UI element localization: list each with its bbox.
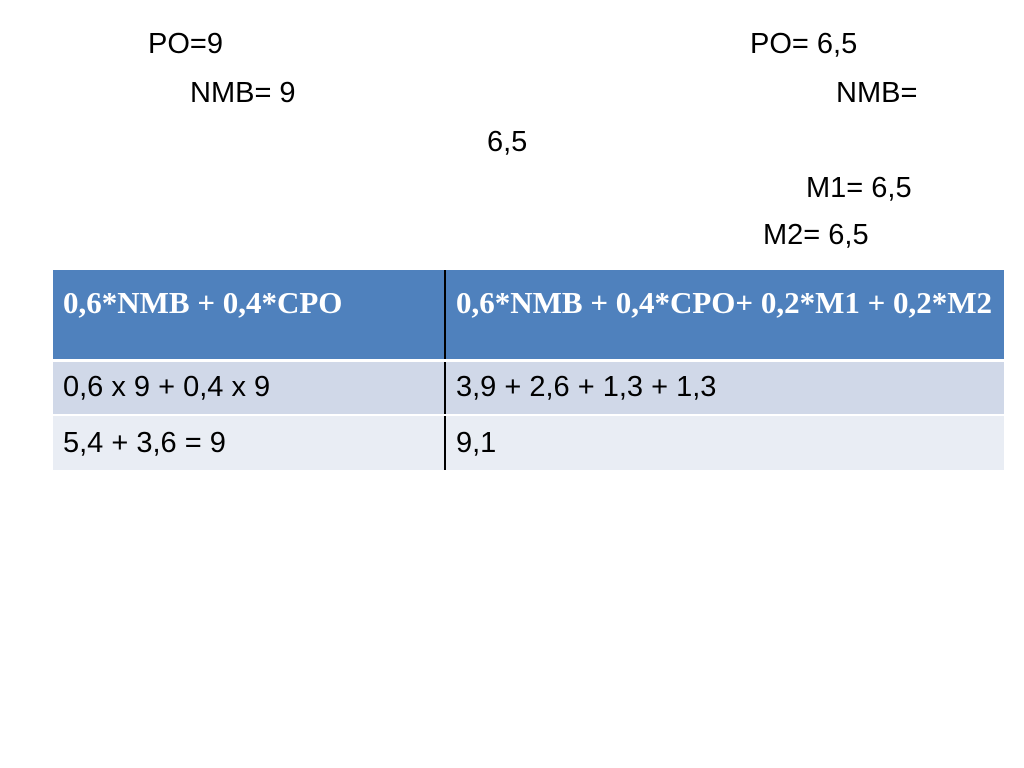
header-formula-extended: 0,6*NMB + 0,4*CPO+ 0,2*M1 + 0,2*M2 bbox=[444, 270, 1004, 362]
formula-table: 0,6*NMB + 0,4*CPO 0,6*NMB + 0,4*CPO+ 0,2… bbox=[53, 270, 1004, 470]
left-po-value: PO=9 bbox=[148, 28, 223, 60]
table-cell: 9,1 bbox=[444, 415, 1004, 470]
right-po-value: PO= 6,5 bbox=[750, 28, 858, 60]
right-m2-value: M2= 6,5 bbox=[763, 219, 869, 251]
table-cell: 0,6 x 9 + 0,4 x 9 bbox=[53, 360, 445, 416]
right-nmb-label: NMB= bbox=[836, 77, 918, 109]
table-header-row: 0,6*NMB + 0,4*CPO 0,6*NMB + 0,4*CPO+ 0,2… bbox=[53, 270, 1004, 362]
header-formula-basic: 0,6*NMB + 0,4*CPO bbox=[53, 270, 445, 362]
table-cell: 3,9 + 2,6 + 1,3 + 1,3 bbox=[444, 360, 1004, 416]
table-cell: 5,4 + 3,6 = 9 bbox=[53, 415, 445, 470]
right-nmb-value: 6,5 bbox=[487, 126, 528, 158]
right-m1-value: M1= 6,5 bbox=[806, 172, 912, 204]
table-row: 5,4 + 3,6 = 9 9,1 bbox=[53, 415, 1004, 470]
left-nmb-value: NMB= 9 bbox=[190, 77, 296, 109]
table-row: 0,6 x 9 + 0,4 x 9 3,9 + 2,6 + 1,3 + 1,3 bbox=[53, 360, 1004, 416]
